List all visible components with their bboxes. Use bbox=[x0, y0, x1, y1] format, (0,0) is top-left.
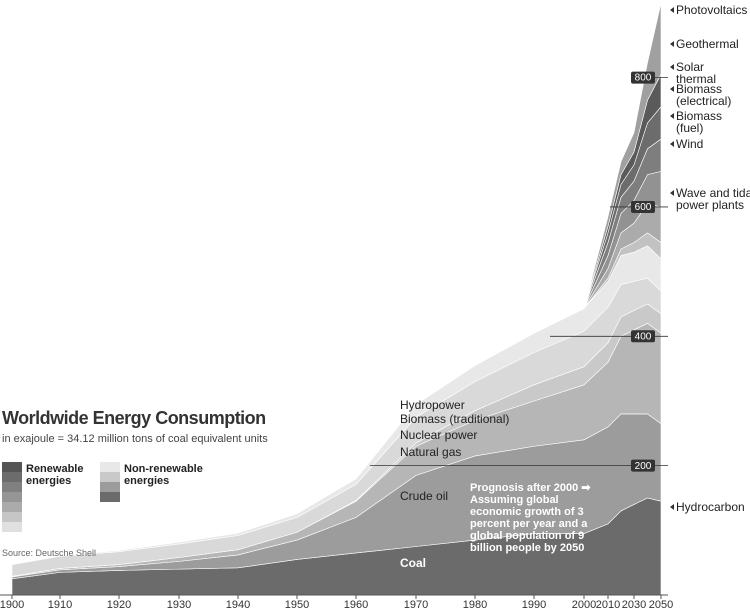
series-label: Wave and tidal power plants bbox=[676, 186, 750, 212]
series-label: Biomass (electrical) bbox=[676, 82, 732, 108]
y-tick-box bbox=[631, 330, 655, 343]
label-pointer bbox=[670, 7, 674, 13]
x-tick-label: 1980 bbox=[463, 599, 487, 611]
y-tick-box bbox=[631, 200, 655, 213]
y-tick-box bbox=[631, 459, 655, 472]
legend-label: Renewable energies bbox=[26, 463, 84, 487]
annotation: Hydrocarbon bbox=[676, 500, 745, 514]
series-label: Photovoltaics bbox=[676, 3, 748, 17]
series-label: Nuclear power bbox=[400, 428, 478, 442]
y-tick-label: 200 bbox=[635, 461, 652, 472]
legend-label: Non-renewable energies bbox=[124, 463, 203, 487]
x-tick-label: 1900 bbox=[0, 599, 24, 611]
chart-title: Worldwide Energy Consumption bbox=[2, 408, 266, 428]
x-tick-label: 1910 bbox=[48, 599, 72, 611]
label-pointer bbox=[670, 86, 674, 92]
prognosis: Prognosis after 2000 ➡ bbox=[470, 482, 591, 494]
area bbox=[11, 3, 662, 565]
x-tick-label: 1990 bbox=[522, 599, 546, 611]
source: Source: Deutsche Shell bbox=[2, 548, 97, 558]
y-tick-label: 800 bbox=[635, 73, 652, 84]
x-tick-label: 1960 bbox=[344, 599, 368, 611]
label-pointer bbox=[670, 64, 674, 70]
x-tick-label: 1970 bbox=[404, 599, 428, 611]
x-tick-label: 1920 bbox=[107, 599, 131, 611]
label-pointer bbox=[670, 190, 674, 196]
x-tick-label: 1940 bbox=[226, 599, 250, 611]
series-label: Hydropower bbox=[400, 398, 465, 412]
series-label: Natural gas bbox=[400, 445, 462, 459]
series-label: Geothermal bbox=[676, 37, 739, 51]
x-tick-label: 2050 bbox=[649, 599, 673, 611]
series-label: Coal bbox=[400, 556, 427, 570]
series-label: Biomass (fuel) bbox=[676, 109, 723, 135]
x-tick-label: 2030 bbox=[622, 599, 646, 611]
y-tick-label: 600 bbox=[635, 202, 652, 213]
series-label: Wind bbox=[676, 137, 704, 151]
chart-subtitle: in exajoule = 34.12 million tons of coal… bbox=[2, 433, 268, 445]
x-tick-label: 2000 bbox=[572, 599, 596, 611]
prognosis-note: Assuming global economic growth of 3 per… bbox=[470, 494, 588, 554]
x-tick-label: 1930 bbox=[167, 599, 191, 611]
label-pointer bbox=[670, 113, 674, 119]
label-pointer bbox=[670, 41, 674, 47]
legend-swatches bbox=[2, 462, 120, 532]
y-tick-box bbox=[631, 71, 655, 84]
series-label: Biomass (traditional) bbox=[400, 412, 510, 426]
x-tick-label: 2010 bbox=[596, 599, 620, 611]
x-tick-label: 1950 bbox=[285, 599, 309, 611]
label-pointer bbox=[670, 504, 674, 510]
series-label: Solar thermal bbox=[676, 60, 717, 86]
label-pointer bbox=[670, 141, 674, 147]
y-tick-label: 400 bbox=[635, 331, 652, 342]
series-label: Crude oil bbox=[400, 489, 449, 503]
